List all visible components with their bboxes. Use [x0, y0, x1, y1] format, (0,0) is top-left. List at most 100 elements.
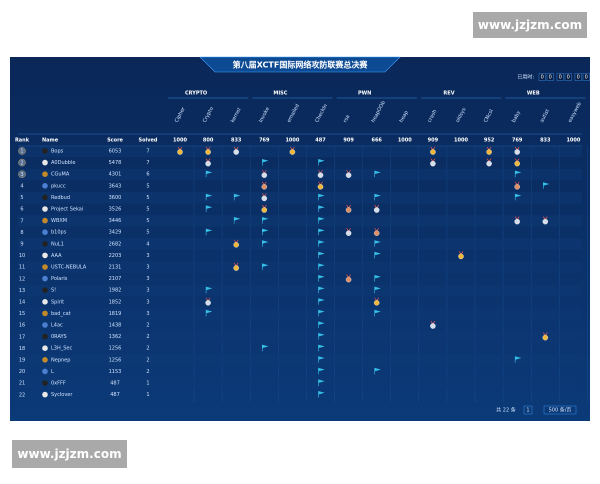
score: 1852	[109, 299, 122, 305]
solve-flag	[318, 298, 325, 305]
medal-gold	[458, 253, 464, 260]
rank: 4	[20, 184, 23, 190]
medal-bronze	[345, 276, 352, 283]
medal-silver	[317, 172, 324, 178]
solve-flag	[205, 170, 213, 178]
watermark: www.jzjzm.com	[17, 447, 121, 461]
team-avatar	[42, 194, 48, 201]
challenge-points: 1000	[566, 138, 580, 144]
row-stripe	[18, 191, 582, 204]
team-avatar	[42, 322, 48, 328]
page-button[interactable]	[523, 405, 533, 415]
solve-flag	[233, 217, 241, 224]
solve-flag	[514, 356, 522, 363]
scoreboard	[10, 57, 590, 421]
challenge-name: heap	[399, 110, 410, 124]
row-stripe	[18, 307, 582, 320]
team-avatar	[42, 241, 48, 247]
team-name: NuL1	[51, 241, 64, 247]
medal-silver	[373, 207, 380, 213]
score: 3446	[109, 218, 122, 224]
solve-flag	[318, 321, 325, 328]
score: 6053	[109, 149, 122, 155]
rank: 6	[20, 207, 23, 213]
solved: 4	[146, 241, 149, 247]
challenge-points: 666	[371, 138, 382, 144]
challenge-points: 909	[343, 138, 354, 144]
solve-flag	[205, 309, 213, 317]
solve-flag	[318, 159, 325, 166]
team-avatar	[42, 275, 48, 282]
medal-silver	[430, 323, 436, 329]
timer-box	[574, 73, 582, 81]
solved: 3	[146, 265, 149, 271]
row-stripe	[18, 238, 582, 250]
solve-flag	[318, 391, 325, 398]
medal-gold	[514, 160, 520, 167]
solve-flag	[262, 217, 269, 224]
medal-silver	[486, 160, 492, 167]
rank: 11	[19, 265, 25, 271]
rank: 5	[20, 195, 23, 201]
column-header: Score	[107, 138, 123, 144]
rank: 19	[19, 358, 25, 364]
solve-flag	[374, 367, 381, 375]
team-name: L	[51, 369, 54, 375]
challenge-name: crash	[427, 109, 439, 124]
watermark: www.jzjzm.com	[478, 18, 582, 32]
medal-silver	[542, 218, 549, 225]
medal-gold	[317, 184, 324, 190]
medal-gold	[486, 149, 492, 155]
score: 1438	[109, 323, 122, 329]
team-name: A0Dubble	[51, 160, 75, 166]
category-label: PWN	[358, 91, 371, 97]
solve-flag	[374, 170, 381, 178]
solve-flag	[318, 286, 325, 294]
solved: 5	[146, 230, 149, 236]
team-avatar	[42, 380, 48, 386]
team-name: Redbud	[51, 195, 70, 201]
rank: 13	[19, 288, 25, 294]
footer-total: 共 22 条	[496, 407, 516, 414]
timer-digit: 0	[585, 75, 588, 81]
team-name: USTC-NEBULA	[51, 265, 87, 271]
medal-gold	[205, 149, 211, 155]
solve-flag	[262, 240, 269, 247]
timer-digit: 0	[567, 75, 570, 81]
medal-silver	[345, 230, 352, 236]
solve-flag	[318, 217, 325, 224]
team-avatar	[42, 345, 48, 352]
solved: 7	[146, 149, 149, 155]
rank: 22	[19, 392, 25, 398]
solve-flag	[318, 367, 325, 375]
solve-flag	[318, 333, 325, 340]
page-size-select[interactable]	[543, 405, 577, 415]
solve-flag	[318, 205, 325, 212]
medal-bronze	[261, 184, 268, 190]
rank: 9	[20, 242, 23, 248]
challenge-points: 1000	[173, 138, 187, 144]
medal-silver	[261, 172, 268, 178]
team-name: S!	[51, 288, 56, 294]
solve-flag	[205, 286, 213, 294]
rank-badge	[18, 158, 26, 167]
solve-flag	[318, 240, 325, 247]
team-name: L4ac	[51, 323, 63, 329]
solved: 2	[146, 357, 149, 363]
solve-flag	[318, 275, 325, 282]
rank: 8	[20, 230, 23, 236]
challenge-points: 800	[203, 138, 214, 144]
solved: 1	[146, 381, 149, 387]
score: 3600	[109, 195, 122, 201]
team-name: Syclover	[51, 392, 73, 398]
challenge-points: 769	[259, 138, 270, 144]
medal-silver	[430, 160, 436, 167]
score: 3429	[109, 230, 122, 236]
solve-flag	[318, 379, 325, 386]
medal-silver	[233, 149, 239, 155]
team-avatar	[42, 159, 48, 166]
team-name: Spirit	[51, 299, 64, 305]
team-avatar	[42, 183, 48, 189]
row-stripe	[18, 261, 582, 274]
